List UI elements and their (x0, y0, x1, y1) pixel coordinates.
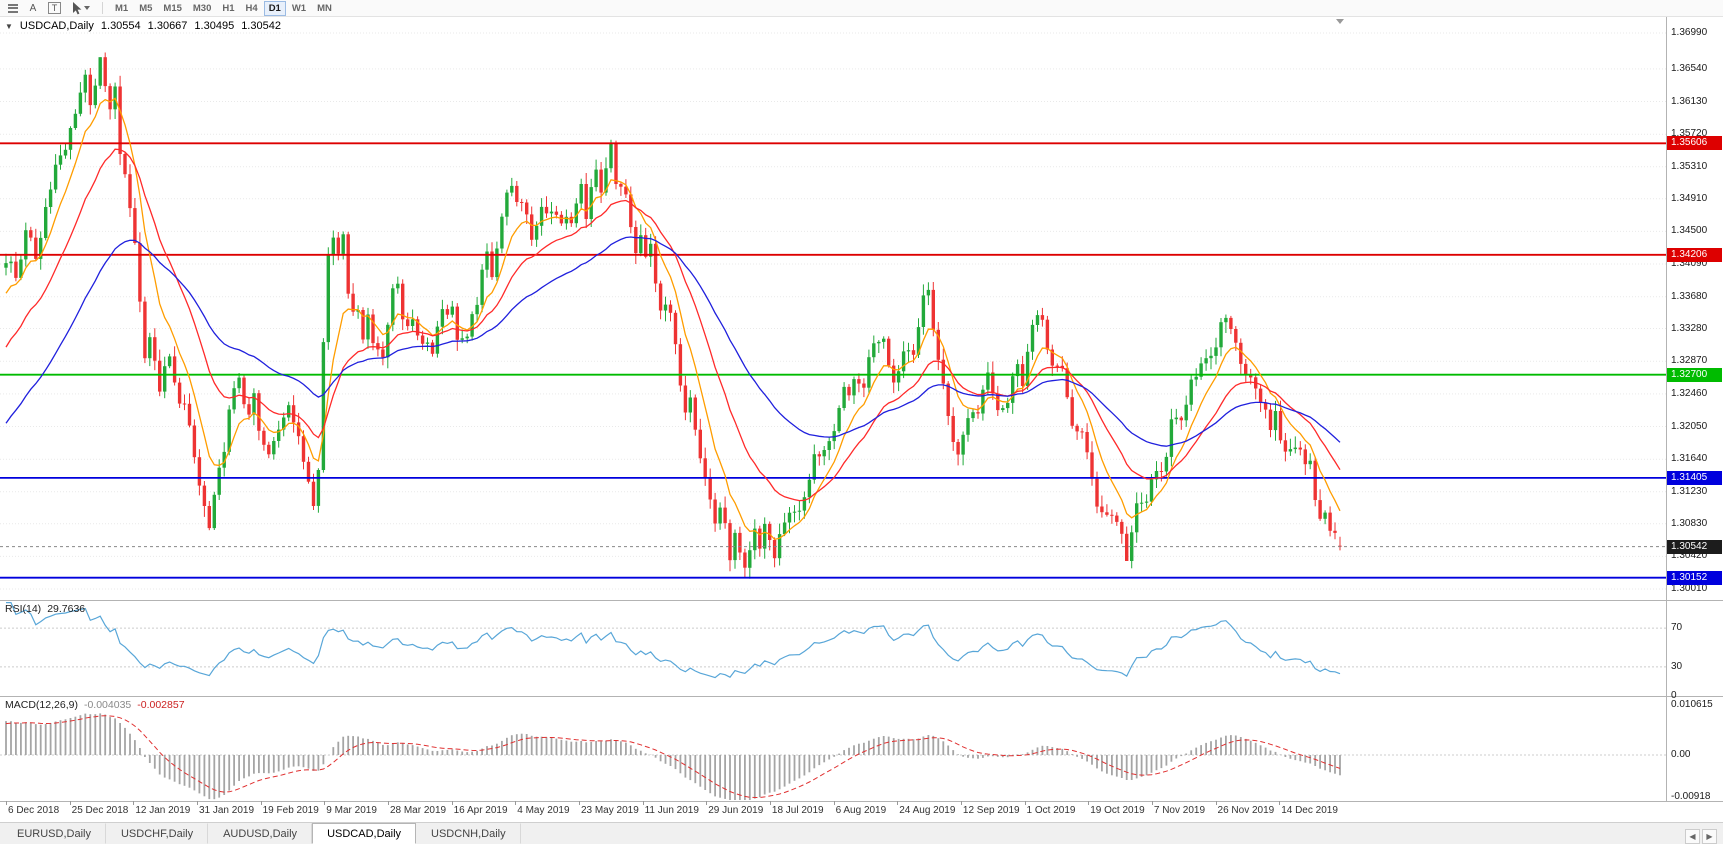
time-axis-label: 12 Jan 2019 (135, 805, 191, 816)
timeframe-m5-button[interactable]: M5 (134, 1, 157, 16)
ma-20-line (5, 148, 1341, 502)
toolbar-separator (102, 2, 103, 14)
symbol-collapse-icon[interactable]: ▼ (5, 21, 13, 31)
time-axis-label: 28 Mar 2019 (389, 805, 447, 816)
time-axis-label: 19 Feb 2019 (262, 805, 319, 816)
tabs-scroll-controls: ◀ ▶ (1685, 829, 1723, 844)
time-axis-label: 31 Jan 2019 (198, 805, 255, 816)
rsi-title: RSI(14) 29.7636 (5, 603, 85, 615)
rsi-line (6, 602, 1341, 679)
time-axis-label: 7 Nov 2019 (1153, 805, 1206, 816)
ohlc-open-value: 1.30554 (100, 20, 141, 32)
dropdown-caret-icon (84, 6, 90, 10)
chart-tab-audusd[interactable]: AUDUSD,Daily (208, 823, 313, 844)
time-axis-label: 14 Dec 2019 (1281, 805, 1338, 816)
ohlc-close-value: 1.30542 (241, 20, 281, 32)
timeframe-h1-button[interactable]: H1 (217, 1, 239, 16)
rsi-current-value: 29.7636 (47, 603, 86, 615)
chart-title: ▼ USDCAD,Daily 1.30554 1.30667 1.30495 1… (5, 20, 281, 32)
time-axis-label: 19 Oct 2019 (1090, 805, 1145, 816)
timeframe-m1-button[interactable]: M1 (110, 1, 133, 16)
time-axis-label: 6 Dec 2018 (8, 805, 60, 816)
tabs-scroll-left-icon[interactable]: ◀ (1685, 829, 1700, 844)
macd-title: MACD(12,26,9) -0.004035 -0.002857 (5, 699, 185, 711)
timeframe-mn-button[interactable]: MN (312, 1, 337, 16)
grid-layer (0, 32, 1666, 590)
level-lines-layer (0, 142, 1666, 579)
time-axis-label: 29 Jun 2019 (708, 805, 764, 816)
price-chart-panel[interactable]: ▼ USDCAD,Daily 1.30554 1.30667 1.30495 1… (0, 17, 1723, 600)
chart-tab-eurusd[interactable]: EURUSD,Daily (2, 823, 106, 844)
timeframe-m15-button[interactable]: M15 (158, 1, 186, 16)
panel-separator[interactable] (0, 801, 1723, 802)
ma-8-line (5, 97, 1341, 541)
font-tool-icon[interactable]: A (24, 1, 42, 16)
time-axis-label: 26 Nov 2019 (1217, 805, 1275, 816)
time-axis-label: 6 Aug 2019 (835, 805, 887, 816)
rsi-label: RSI(14) (5, 603, 42, 615)
ohlc-low-value: 1.30495 (194, 20, 235, 32)
time-axis-label: 18 Jul 2019 (771, 805, 824, 816)
font-tool-icon-glyph: A (29, 2, 37, 14)
text-tool-icon[interactable]: T (43, 1, 66, 16)
panel-separator[interactable] (0, 696, 1723, 697)
time-axis-label: 25 Dec 2018 (71, 805, 129, 816)
macd-histogram-layer (5, 713, 1341, 800)
menu-lines-icon (8, 3, 18, 13)
ohlc-high-value: 1.30667 (147, 20, 188, 32)
macd-main-value: -0.004035 (83, 699, 132, 711)
macd-label: MACD(12,26,9) (5, 699, 78, 711)
chart-objects-icon[interactable] (3, 1, 23, 16)
price-axis-separator[interactable] (1666, 17, 1667, 801)
time-axis-label: 24 Aug 2019 (899, 805, 956, 816)
time-axis-label: 4 May 2019 (517, 805, 570, 816)
macd-signal-line (5, 715, 1341, 798)
tabs-scroll-right-icon[interactable]: ▶ (1702, 829, 1717, 844)
candles-layer (4, 52, 1342, 579)
time-axis-label: 16 Apr 2019 (453, 805, 508, 816)
chart-tab-usdchf[interactable]: USDCHF,Daily (106, 823, 209, 844)
ma-45-line (5, 236, 1341, 447)
price-chart-canvas[interactable] (0, 17, 1666, 600)
rsi-levels-layer (0, 627, 1666, 668)
timeframe-d1-button[interactable]: D1 (263, 0, 286, 16)
cursor-arrow-icon (73, 1, 82, 14)
timeframe-m30-button[interactable]: M30 (188, 1, 216, 16)
chart-tab-usdcnh[interactable]: USDCNH,Daily (416, 823, 521, 844)
cursor-tool-icon[interactable] (67, 1, 95, 16)
timeframe-h4-button[interactable]: H4 (241, 1, 263, 16)
text-tool-icon-glyph: T (48, 2, 61, 14)
time-axis-label: 1 Oct 2019 (1026, 805, 1076, 816)
rsi-panel[interactable]: RSI(14) 29.7636 (0, 601, 1723, 696)
rsi-canvas[interactable] (0, 601, 1666, 696)
chart-tab-usdcad[interactable]: USDCAD,Daily (312, 823, 417, 844)
time-axis-label: 9 Mar 2019 (326, 805, 377, 816)
chart-symbol-label: USDCAD,Daily (19, 20, 94, 32)
chart-toolbar: A T M1 M5 M15 M30 H1 H4 D1 W1 MN (0, 0, 1723, 17)
macd-signal-value: -0.002857 (137, 699, 185, 711)
timeframe-w1-button[interactable]: W1 (287, 1, 311, 16)
time-axis-label: 23 May 2019 (580, 805, 639, 816)
macd-panel[interactable]: MACD(12,26,9) -0.004035 -0.002857 (0, 697, 1723, 801)
chart-tabs-bar: EURUSD,Daily USDCHF,Daily AUDUSD,Daily USDC… (0, 822, 1723, 844)
panel-separator[interactable] (0, 600, 1723, 601)
time-axis-label: 11 Jun 2019 (644, 805, 699, 816)
chart-shift-marker-icon[interactable] (1336, 19, 1344, 24)
time-axis-label: 12 Sep 2019 (962, 805, 1020, 816)
macd-canvas[interactable] (0, 697, 1666, 801)
